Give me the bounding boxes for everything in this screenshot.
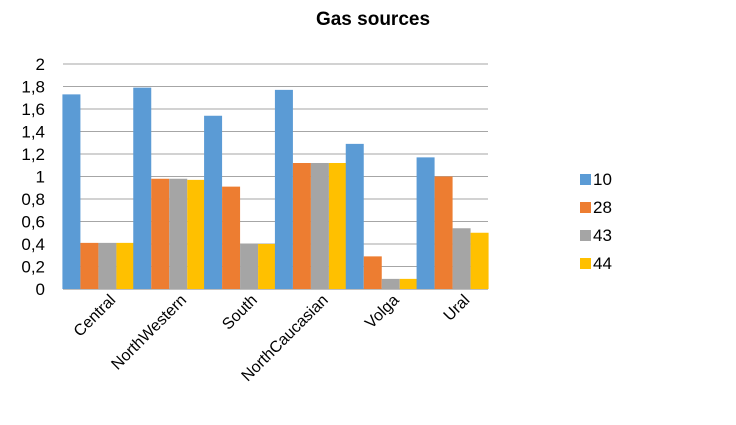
- bar: [98, 242, 117, 289]
- legend-swatch: [580, 202, 591, 213]
- y-tick-label: 1,4: [21, 123, 45, 142]
- y-tick-label: 0,6: [21, 213, 45, 232]
- bar: [363, 256, 382, 289]
- x-category-label: Central: [71, 292, 119, 340]
- legend-label: 44: [593, 254, 612, 273]
- bars: [62, 87, 489, 289]
- legend-swatch: [580, 174, 591, 185]
- y-tick-label: 1,6: [21, 100, 45, 119]
- bar: [116, 242, 135, 289]
- x-category-label: NorthWestern: [108, 292, 190, 374]
- y-tick-label: 0,4: [21, 235, 45, 254]
- x-category-label: South: [219, 292, 261, 334]
- x-category-label: Ural: [441, 292, 474, 325]
- y-axis-tick-labels: 0 0,2 0,4 0,6 0,8 1 1,2 1,4 1,6 1,8 2: [21, 55, 45, 299]
- legend: 10 28 43 44: [580, 170, 612, 273]
- bar: [133, 87, 152, 289]
- legend-label: 28: [593, 198, 612, 217]
- y-tick-label: 1,2: [21, 145, 45, 164]
- bar: [204, 115, 223, 289]
- bar: [80, 242, 99, 289]
- bar: [345, 143, 364, 289]
- bar: [434, 176, 453, 289]
- bar: [452, 228, 471, 289]
- y-tick-label: 0,8: [21, 190, 45, 209]
- x-category-label: Volga: [362, 292, 402, 332]
- bar: [169, 178, 188, 289]
- bar: [274, 89, 293, 289]
- y-tick-label: 0: [36, 280, 45, 299]
- y-tick-label: 2: [36, 55, 45, 74]
- bar: [222, 186, 241, 289]
- bar: [381, 278, 400, 289]
- bar: [399, 278, 418, 289]
- legend-label: 10: [593, 170, 612, 189]
- bar: [310, 163, 329, 289]
- bar: [470, 232, 489, 289]
- bar: [258, 244, 277, 289]
- bar: [240, 244, 259, 289]
- bar: [328, 163, 347, 289]
- bar: [62, 94, 81, 289]
- chart-title: Gas sources: [316, 9, 430, 30]
- y-tick-label: 1: [36, 168, 45, 187]
- y-tick-label: 0,2: [21, 258, 45, 277]
- legend-swatch: [580, 258, 591, 269]
- bar: [416, 157, 435, 289]
- legend-label: 43: [593, 226, 612, 245]
- y-tick-label: 1,8: [21, 78, 45, 97]
- legend-swatch: [580, 230, 591, 241]
- bar: [151, 178, 170, 289]
- bar: [187, 179, 206, 289]
- bar: [292, 163, 311, 289]
